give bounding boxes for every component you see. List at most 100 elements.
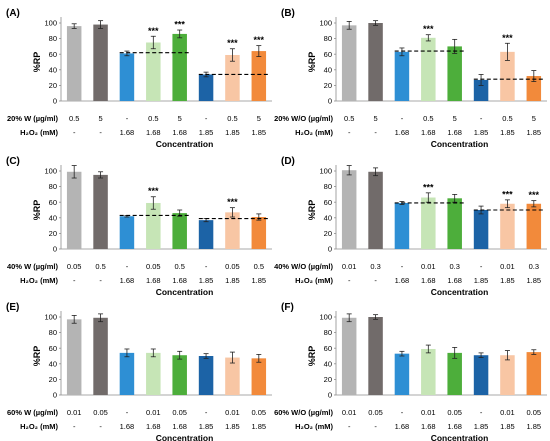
y-tick-label: 40 bbox=[49, 65, 57, 74]
row2-value: - bbox=[348, 276, 351, 285]
y-tick-label: 20 bbox=[49, 81, 57, 90]
row2-value: 1.85 bbox=[527, 276, 542, 285]
chart-panel: (C) %RP 0 20 40 60 80 100 *** *** 40% W (µg/ml) H₂O… bbox=[6, 156, 272, 297]
row1-value: 0.05 bbox=[225, 262, 240, 271]
y-tick-label: 80 bbox=[49, 328, 57, 337]
panel-label: (C) bbox=[6, 156, 20, 167]
row2-value: 1.68 bbox=[447, 128, 462, 137]
bar bbox=[394, 202, 410, 249]
bar bbox=[526, 76, 542, 101]
significance-marker: *** bbox=[529, 190, 540, 200]
row1-value: 0.05 bbox=[527, 408, 542, 417]
panel-label: (F) bbox=[281, 302, 294, 313]
y-tick-label: 0 bbox=[328, 391, 332, 400]
row2-value: 1.68 bbox=[172, 422, 187, 431]
bar bbox=[341, 170, 357, 249]
bar bbox=[225, 357, 240, 395]
x-axis-label: Concentration bbox=[156, 433, 214, 441]
bar bbox=[119, 352, 135, 395]
row1-label: 40% W (µg/ml) bbox=[7, 262, 58, 271]
bar bbox=[447, 46, 462, 101]
y-tick-label: 0 bbox=[53, 97, 57, 106]
row1-value: 0.3 bbox=[370, 262, 380, 271]
bar bbox=[225, 54, 240, 101]
row1-value: 0.5 bbox=[69, 114, 79, 123]
row2-value: 1.68 bbox=[421, 276, 436, 285]
row2-value: 1.85 bbox=[500, 128, 515, 137]
row1-value: - bbox=[205, 262, 208, 271]
bar bbox=[394, 51, 410, 101]
panel-label: (A) bbox=[6, 8, 20, 19]
x-axis-label: Concentration bbox=[156, 287, 214, 297]
bar bbox=[198, 220, 214, 249]
row1-value: - bbox=[205, 408, 208, 417]
row2-value: 1.68 bbox=[146, 422, 161, 431]
row2-value: - bbox=[348, 422, 351, 431]
y-tick-label: 100 bbox=[319, 19, 332, 28]
row2-value: - bbox=[374, 276, 377, 285]
row2-value: 1.85 bbox=[527, 422, 542, 431]
row2-value: 1.68 bbox=[120, 422, 135, 431]
row1-value: 5 bbox=[453, 114, 457, 123]
bar bbox=[172, 355, 187, 395]
y-axis-label: %RP bbox=[32, 200, 42, 221]
row2-value: - bbox=[73, 128, 76, 137]
significance-marker: *** bbox=[148, 186, 159, 196]
y-tick-label: 80 bbox=[324, 328, 332, 337]
row1-label: 60% W/O (µg/ml) bbox=[274, 408, 333, 417]
panel-label: (B) bbox=[281, 8, 295, 19]
row1-label: 40% W/O (µg/ml) bbox=[274, 262, 333, 271]
row2-value: 1.85 bbox=[500, 422, 515, 431]
row1-value: 0.05 bbox=[93, 408, 108, 417]
bar bbox=[368, 171, 383, 249]
bar bbox=[421, 37, 436, 101]
row1-value: 5 bbox=[373, 114, 377, 123]
row1-value: - bbox=[401, 114, 404, 123]
row1-value: 0.01 bbox=[421, 408, 436, 417]
row1-value: 0.05 bbox=[368, 408, 383, 417]
row2-value: - bbox=[374, 128, 377, 137]
row1-value: 0.5 bbox=[423, 114, 433, 123]
bar bbox=[198, 356, 214, 395]
row1-value: 0.05 bbox=[146, 262, 161, 271]
row1-value: 0.01 bbox=[342, 408, 357, 417]
y-tick-label: 100 bbox=[319, 167, 332, 176]
row1-value: 0.05 bbox=[447, 408, 462, 417]
row2-value: 1.68 bbox=[447, 276, 462, 285]
significance-marker: *** bbox=[254, 35, 265, 45]
row1-value: 0.5 bbox=[148, 114, 158, 123]
significance-marker: *** bbox=[227, 197, 238, 207]
bar bbox=[66, 26, 82, 101]
chart-panel: (A) %RP 0 20 40 60 80 100 *** *** *** *** 20% W (µg/… bbox=[6, 8, 272, 149]
y-tick-label: 40 bbox=[49, 213, 57, 222]
bar bbox=[421, 348, 436, 395]
bar bbox=[146, 352, 161, 395]
y-tick-label: 0 bbox=[53, 391, 57, 400]
bar bbox=[447, 198, 462, 249]
row2-value: 1.85 bbox=[252, 276, 267, 285]
row2-value: 1.85 bbox=[527, 128, 542, 137]
y-tick-label: 80 bbox=[49, 34, 57, 43]
bar bbox=[93, 24, 108, 102]
row1-value: - bbox=[401, 408, 404, 417]
row2-value: 1.68 bbox=[447, 422, 462, 431]
y-tick-label: 80 bbox=[324, 182, 332, 191]
row1-value: 5 bbox=[178, 114, 182, 123]
bar bbox=[526, 352, 542, 395]
row1-value: 5 bbox=[257, 114, 261, 123]
bar bbox=[225, 212, 240, 249]
row2-value: 1.68 bbox=[120, 276, 135, 285]
y-tick-label: 60 bbox=[324, 198, 332, 207]
row1-value: 0.5 bbox=[227, 114, 237, 123]
y-tick-label: 20 bbox=[49, 229, 57, 238]
row2-value: 1.68 bbox=[120, 128, 135, 137]
y-tick-label: 80 bbox=[49, 182, 57, 191]
row2-label: H₂O₂ (mM) bbox=[20, 128, 58, 137]
bar bbox=[500, 203, 515, 249]
y-tick-label: 0 bbox=[328, 97, 332, 106]
row2-value: 1.85 bbox=[474, 276, 489, 285]
bar bbox=[251, 51, 267, 101]
row1-value: 0.05 bbox=[252, 408, 267, 417]
bar bbox=[146, 42, 161, 101]
y-axis-label: %RP bbox=[307, 52, 317, 73]
